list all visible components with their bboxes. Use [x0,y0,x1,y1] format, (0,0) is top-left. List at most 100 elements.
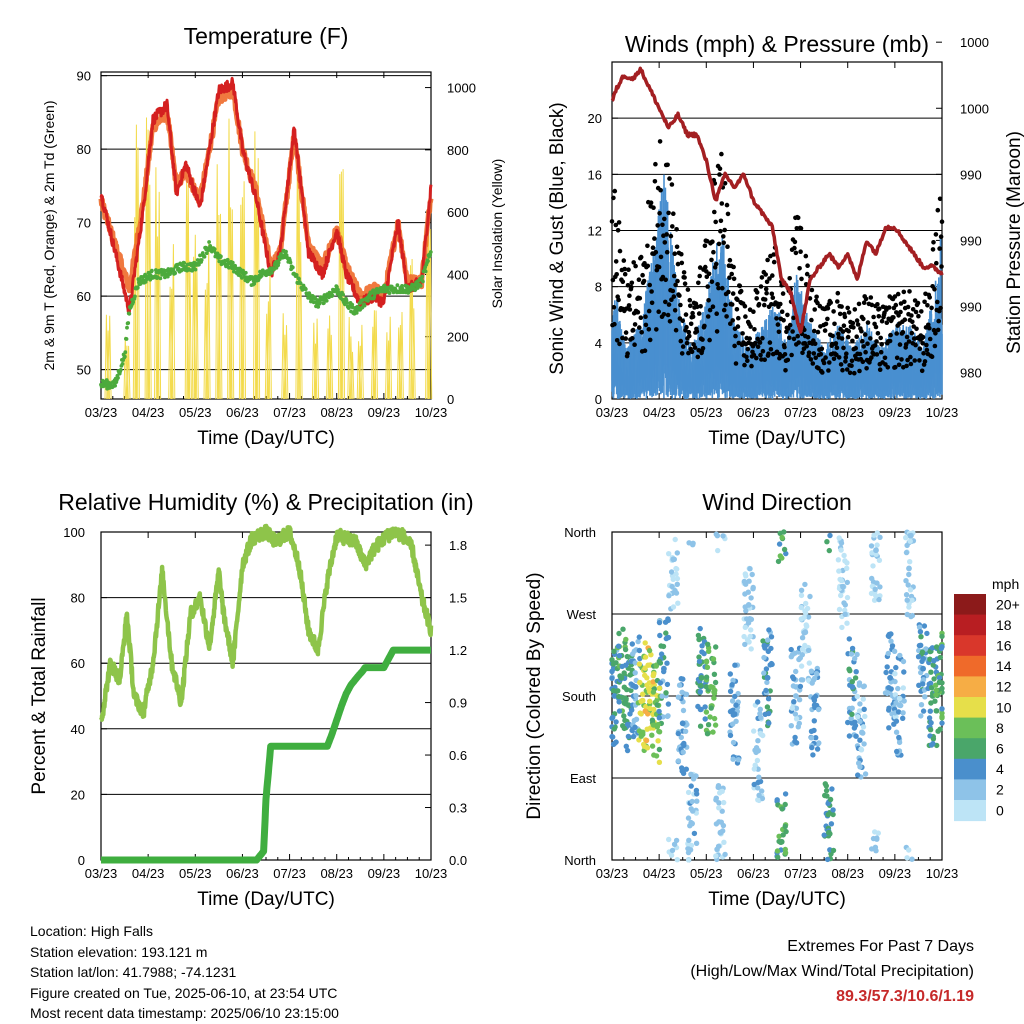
gust-point [627,307,633,312]
gust-point [865,320,871,325]
gust-point [730,291,736,296]
direction-point [758,714,764,721]
gust-point [898,309,903,315]
x-tick-label: 05/23 [179,866,212,881]
gust-point [868,295,874,300]
direction-point [643,737,650,744]
gust-point [696,280,701,286]
gust-point [869,302,875,308]
gust-point [837,311,843,317]
direction-point [714,533,721,539]
direction-point [858,746,864,752]
direction-point [675,758,682,764]
direction-point [802,642,808,649]
direction-point [862,771,869,777]
direction-point [908,532,914,539]
solar-line [350,351,355,400]
direction-point [904,597,910,603]
direction-point [638,711,644,717]
direction-point [748,616,755,623]
direction-point [721,839,727,845]
direction-point [657,680,664,686]
gust-point [857,368,862,374]
legend-title: mph [992,576,1019,592]
gust-point [856,301,862,307]
y-tick-label: 20 [71,787,85,802]
td-point [428,253,433,257]
gust-point [709,279,715,285]
gust-point [882,355,888,361]
gust-point [743,314,748,319]
y-tick-label: 80 [71,591,85,606]
gust-point [705,314,711,319]
direction-point [920,708,927,714]
y-axis-label: Percent & Total Rainfall [29,597,50,794]
direction-point [711,715,718,722]
gust-point [616,297,621,303]
td-point [341,292,345,297]
gust-point [845,334,851,340]
gust-point [719,201,725,206]
direction-point [764,674,771,681]
gust-point [937,196,943,202]
gust-point [846,328,851,334]
gust-point [702,323,707,329]
gust-point [734,307,740,312]
direction-point [852,675,859,681]
gust-point [905,357,910,363]
x-tick-label: 06/23 [226,405,259,420]
direction-point [760,638,766,644]
direction-point [907,587,914,593]
gust-point [841,345,846,351]
direction-point [930,740,936,747]
direction-point [674,581,680,587]
solar-line [107,315,112,400]
gust-point [690,310,695,316]
direction-point [777,553,783,559]
direction-point [712,687,718,694]
gust-point [742,362,747,368]
td-point [171,267,176,272]
gust-point [716,285,721,291]
td-point [126,321,131,325]
direction-point [918,634,924,640]
gust-point [865,341,870,347]
x-tick-label: 10/23 [415,866,448,881]
direction-point [841,600,847,606]
direction-point [623,743,629,749]
direction-point [825,800,831,807]
direction-point [657,632,663,639]
direction-point [929,645,936,651]
x-tick-label: 08/23 [320,405,353,420]
direction-point [873,592,879,599]
gust-point [664,249,670,255]
td-point [217,259,222,264]
td-point [243,270,248,275]
td-point [345,301,349,305]
gust-point [730,318,735,323]
direction-point [842,558,848,564]
direction-point [656,619,663,626]
direction-point [792,650,798,656]
direction-point [668,852,675,858]
chart-panel-3 [98,523,434,864]
direction-point [877,534,883,540]
direction-point [616,630,622,637]
gust-point [670,288,676,294]
y-tick-label: 0 [78,853,85,868]
direction-point [727,671,733,677]
x-axis-label: Time (Day/UTC) [197,428,335,449]
direction-point [693,840,700,846]
direction-point [895,709,902,715]
direction-point [766,710,772,717]
direction-point [900,658,907,665]
gust-point [843,359,848,364]
gust-point [825,305,831,311]
gust-point [667,319,673,324]
gust-point [874,339,879,344]
gust-point [652,179,658,184]
direction-point [900,715,906,721]
td-point [418,284,423,288]
td-point [123,350,128,355]
gust-point [752,327,757,332]
